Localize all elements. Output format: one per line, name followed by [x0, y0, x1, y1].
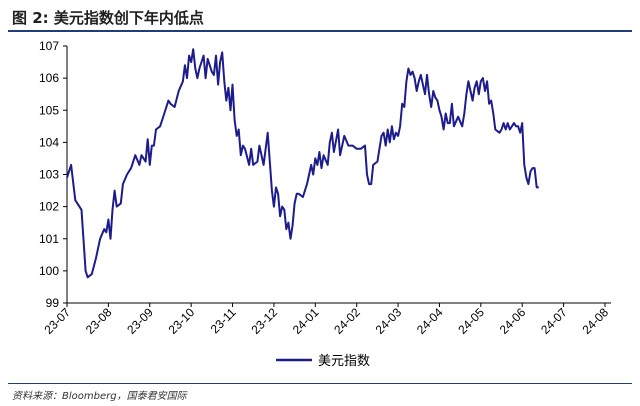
x-tick-label: 24-07	[538, 305, 570, 337]
x-tick-label: 24-04	[414, 305, 446, 337]
x-tick-label: 23-09	[124, 305, 156, 337]
x-tick-label: 24-06	[497, 305, 529, 337]
x-tick-label: 23-08	[83, 305, 115, 337]
title-bar: 图 2: 美元指数创下年内低点	[8, 4, 632, 32]
y-tick-label: 107	[39, 39, 59, 53]
x-tick-label: 23-12	[248, 305, 280, 337]
y-tick-label: 101	[39, 232, 59, 246]
x-tick-label: 23-11	[208, 305, 239, 336]
x-tick-label: 24-05	[455, 305, 487, 337]
x-tick-label: 24-03	[373, 305, 405, 337]
series-line-0	[66, 48, 539, 279]
x-tick-label: 24-02	[331, 305, 363, 337]
x-tick-label: 24-08	[580, 305, 612, 337]
legend-label: 美元指数	[318, 354, 370, 369]
x-tick-label: 24-01	[290, 305, 322, 337]
y-tick-label: 103	[39, 168, 59, 182]
y-tick-label: 99	[46, 296, 60, 310]
y-tick-label: 105	[39, 103, 59, 117]
page-title: 图 2: 美元指数创下年内低点	[12, 9, 204, 27]
x-tick-label: 23-10	[166, 305, 198, 337]
y-tick-label: 100	[39, 264, 59, 278]
y-tick-label: 104	[39, 135, 59, 149]
title-rule	[8, 30, 632, 32]
y-tick-label: 102	[39, 200, 59, 214]
source-rule	[8, 383, 632, 384]
y-tick-label: 106	[39, 71, 59, 85]
source-note: 资料来源：Bloomberg，国泰君安国际	[12, 391, 187, 402]
